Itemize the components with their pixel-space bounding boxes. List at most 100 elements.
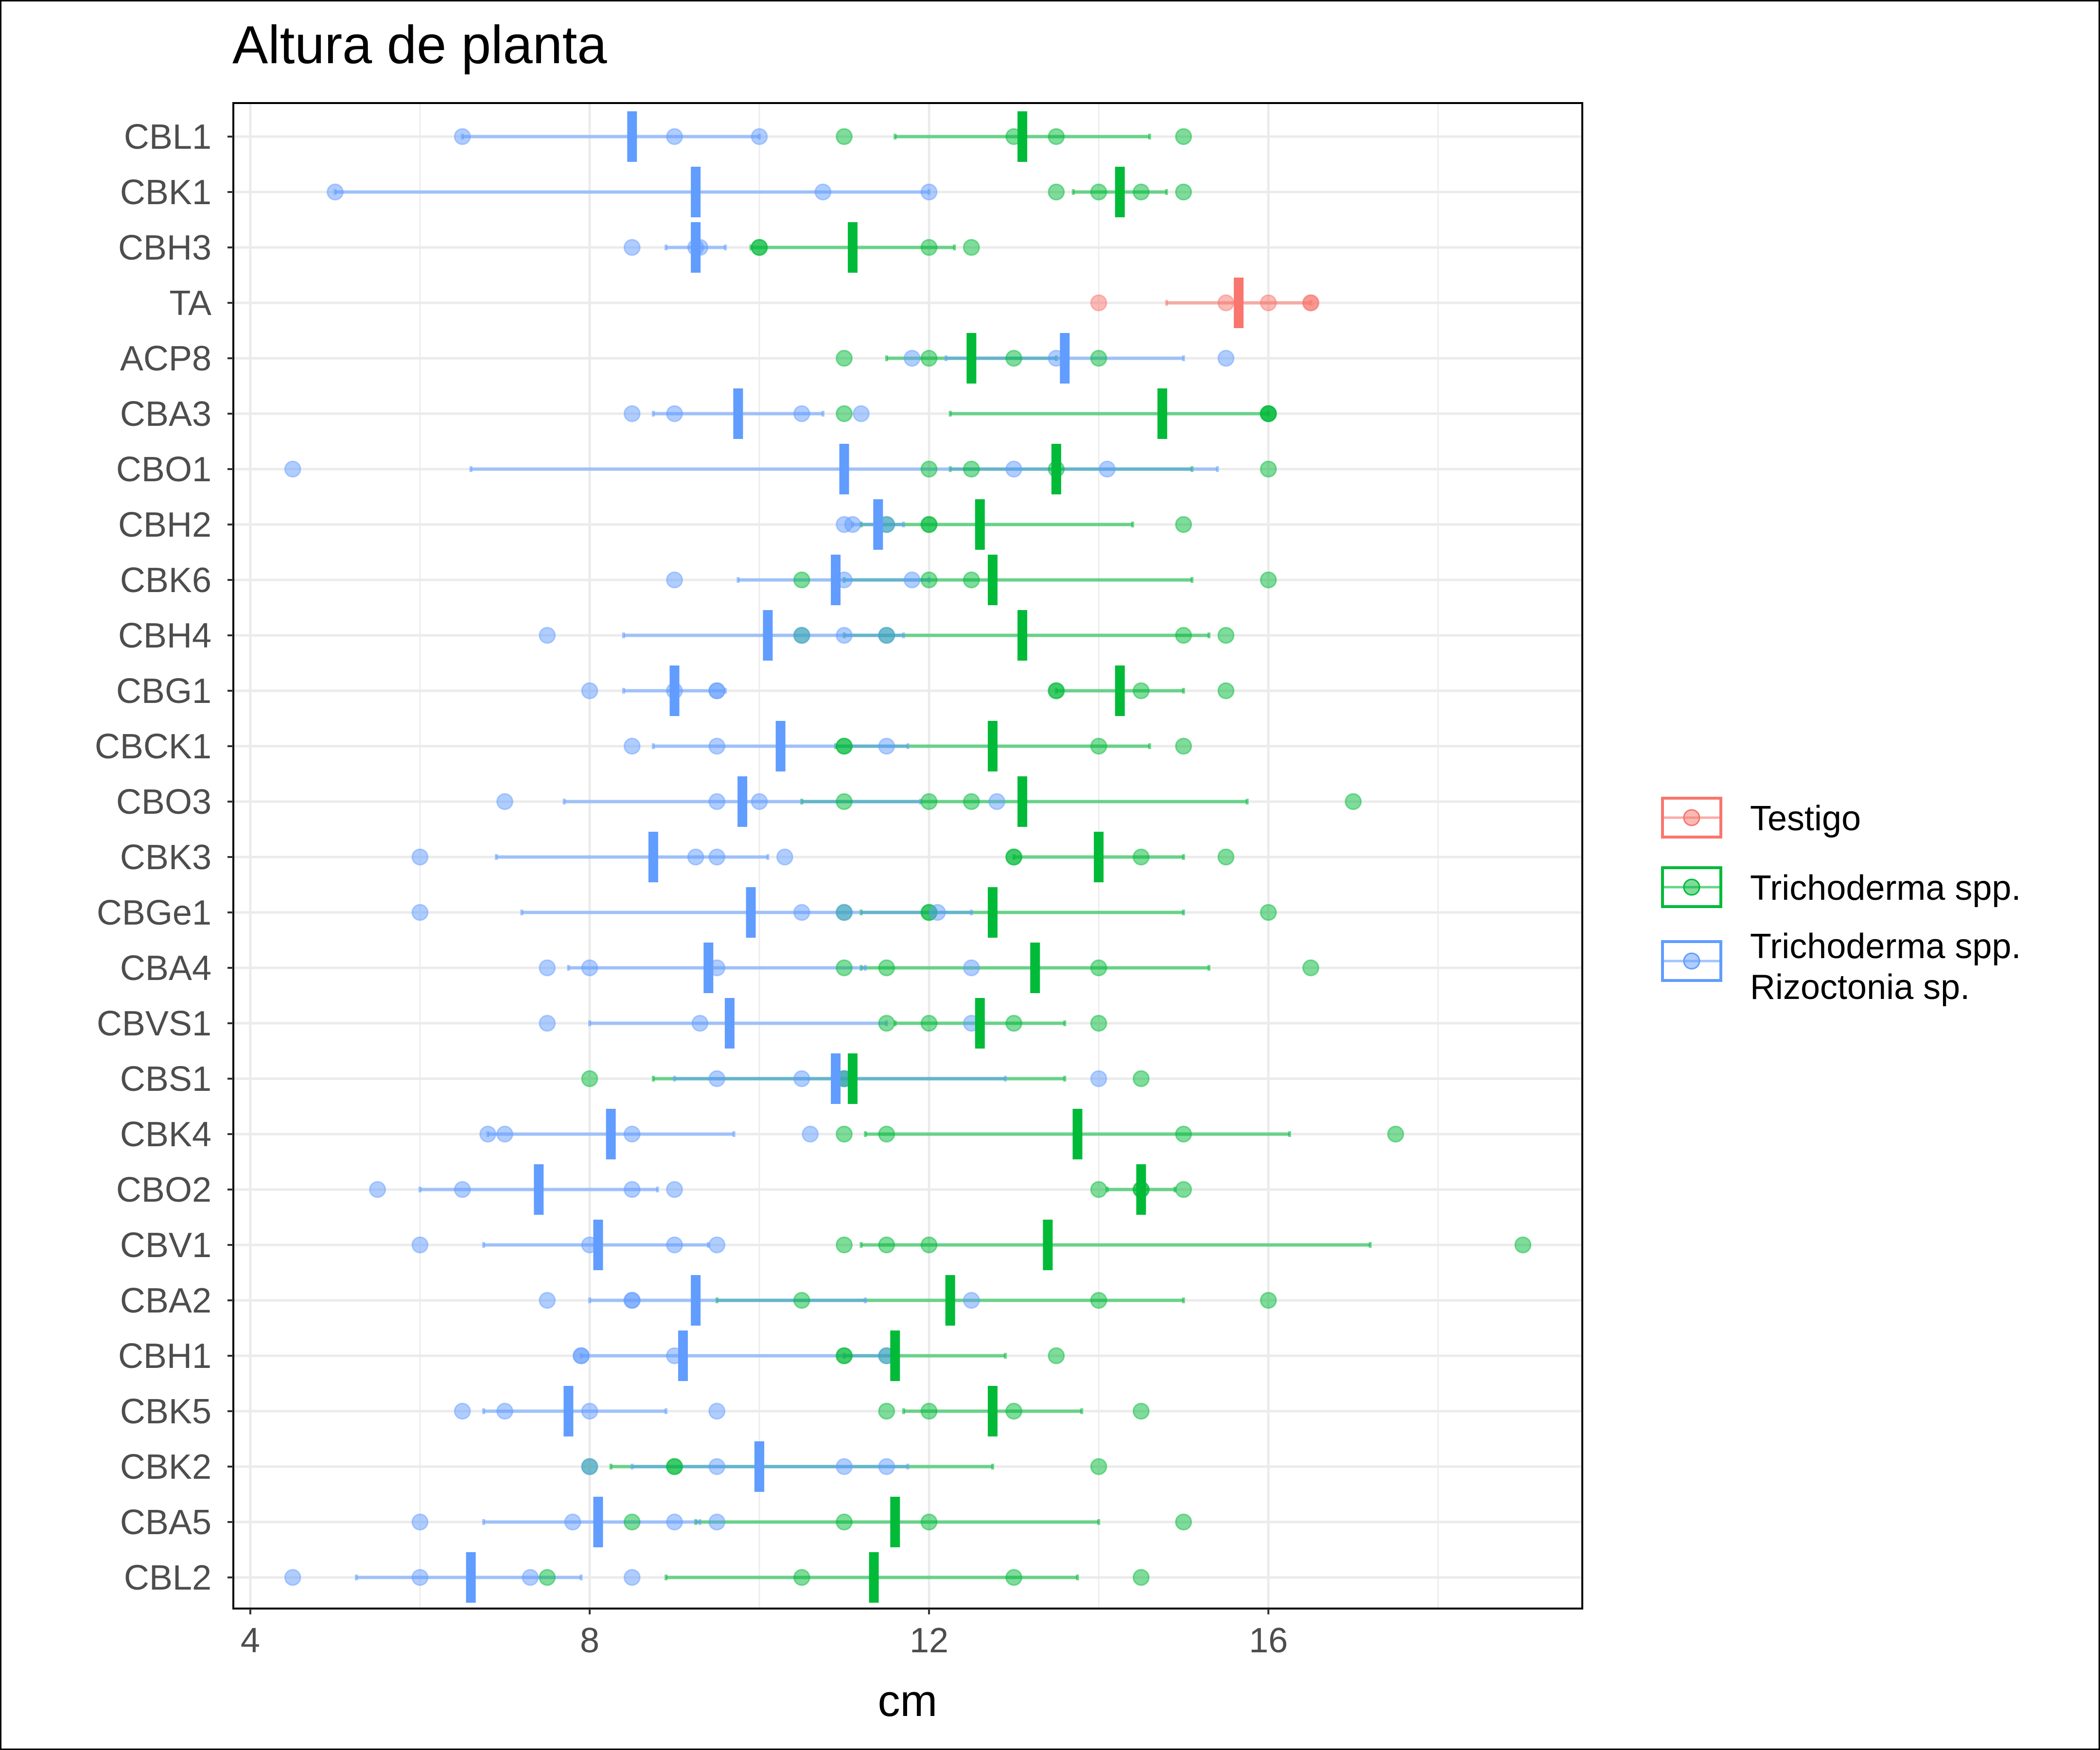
data-point [1099, 460, 1116, 478]
y-tick-label: CBV1 [120, 1226, 211, 1265]
data-point [1090, 1015, 1107, 1032]
data-point [793, 904, 810, 921]
mean-marker [593, 1220, 603, 1270]
data-point [1132, 183, 1150, 201]
y-tick-label: CBK6 [120, 561, 211, 600]
data-point [1090, 1292, 1107, 1309]
data-point [1260, 294, 1277, 312]
data-point [666, 1458, 683, 1475]
data-point [708, 1513, 726, 1531]
data-point [1217, 294, 1235, 312]
data-point [962, 793, 980, 810]
data-point [814, 183, 832, 201]
data-point [1048, 682, 1065, 700]
data-point [1345, 793, 1362, 810]
data-point [666, 128, 683, 145]
data-point [776, 848, 793, 866]
y-tick-label: CBK1 [120, 173, 211, 212]
mean-marker [606, 1109, 616, 1159]
data-point [878, 1236, 895, 1254]
data-point [962, 571, 980, 589]
data-point [1132, 1569, 1150, 1586]
data-point [1048, 183, 1065, 201]
data-point [1090, 350, 1107, 367]
data-point [1005, 460, 1023, 478]
data-point [1090, 959, 1107, 977]
data-point [836, 128, 853, 145]
data-point [1175, 1181, 1192, 1198]
data-point [454, 1402, 471, 1420]
data-point [623, 737, 641, 755]
mean-marker [593, 1497, 603, 1547]
data-point [454, 1181, 471, 1198]
mean-marker [1094, 832, 1104, 882]
y-tick-label: CBO1 [116, 450, 211, 489]
mean-marker [1115, 167, 1125, 217]
mean-marker [1157, 388, 1168, 439]
mean-marker [775, 721, 786, 771]
data-point [539, 1015, 556, 1032]
data-point [1005, 1569, 1023, 1586]
mean-marker [873, 499, 883, 550]
mean-marker [1051, 444, 1061, 494]
data-point [878, 1402, 895, 1420]
data-point [581, 682, 598, 700]
legend-label: Testigo [1750, 799, 1861, 838]
mean-marker [703, 943, 714, 993]
y-tick-label: CBA2 [120, 1281, 211, 1320]
mean-marker [890, 1330, 900, 1381]
data-point [836, 1236, 853, 1254]
mean-marker [754, 1441, 765, 1492]
data-point [793, 1292, 810, 1309]
mean-marker [848, 222, 858, 273]
data-point [929, 904, 946, 921]
y-tick-label: CBH2 [118, 506, 211, 544]
legend-point [1683, 952, 1700, 970]
data-point [793, 571, 810, 589]
mean-marker [988, 887, 998, 938]
mean-marker [648, 832, 658, 882]
data-point [708, 682, 726, 700]
data-point [1217, 682, 1235, 700]
mean-marker [831, 1053, 841, 1104]
data-point [539, 1569, 556, 1586]
mean-marker [466, 1552, 476, 1603]
data-point [539, 959, 556, 977]
data-point [708, 737, 726, 755]
mean-marker [737, 776, 748, 827]
data-point [844, 516, 861, 533]
data-point [1090, 737, 1107, 755]
data-point [920, 183, 938, 201]
data-point [687, 848, 704, 866]
data-point [666, 1181, 683, 1198]
data-point [1302, 959, 1320, 977]
data-point [920, 1402, 938, 1420]
data-point [708, 1458, 726, 1475]
mean-marker [890, 1497, 900, 1547]
mean-marker [975, 998, 985, 1049]
data-point [920, 239, 938, 256]
data-point [1175, 128, 1192, 145]
data-point [326, 183, 344, 201]
y-tick-label: CBG1 [116, 672, 211, 711]
data-point [802, 1125, 819, 1143]
x-tick-label: 4 [241, 1621, 260, 1660]
data-point [1175, 627, 1192, 644]
data-point [496, 793, 513, 810]
data-point [522, 1569, 539, 1586]
legend-label: Rizoctonia sp. [1750, 968, 1970, 1007]
data-point [836, 1513, 853, 1531]
data-point [1217, 848, 1235, 866]
data-point [1514, 1236, 1532, 1254]
data-point [836, 405, 853, 422]
mean-marker [1017, 610, 1028, 661]
y-tick-label: CBH4 [118, 616, 211, 655]
mean-markers [466, 111, 1244, 1603]
data-point [751, 239, 768, 256]
data-point [539, 627, 556, 644]
y-tick-label: CBK4 [120, 1115, 211, 1154]
mean-marker [1043, 1220, 1053, 1270]
x-tick-label: 12 [910, 1621, 948, 1660]
mean-marker [627, 111, 637, 162]
